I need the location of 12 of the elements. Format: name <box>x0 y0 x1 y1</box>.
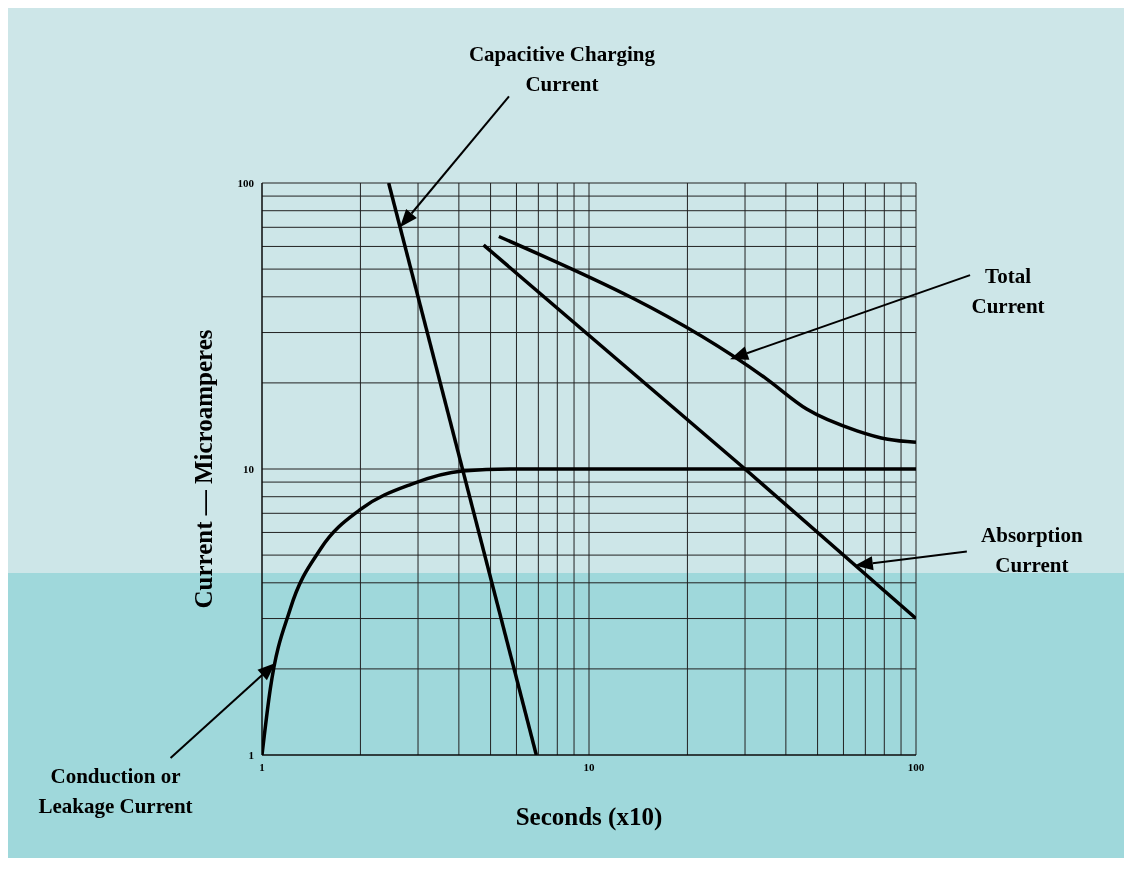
text: Total Current <box>971 264 1045 319</box>
y-tick-label: 10 <box>243 462 255 475</box>
x-tick-label: 100 <box>907 760 925 773</box>
x-tick-label: 1 <box>259 760 265 773</box>
x-tick-label: 10 <box>583 760 595 773</box>
x-axis-title: Seconds (x10) <box>515 803 663 831</box>
text: Capacitive Charging Current <box>468 42 656 97</box>
text: Conduction or Leakage Current <box>38 763 193 818</box>
y-tick-label: 1 <box>248 748 254 761</box>
y-tick-label: 100 <box>237 176 255 189</box>
text: Absorption Current <box>981 523 1083 578</box>
y-axis-title: Current — Microamperes <box>190 329 217 609</box>
